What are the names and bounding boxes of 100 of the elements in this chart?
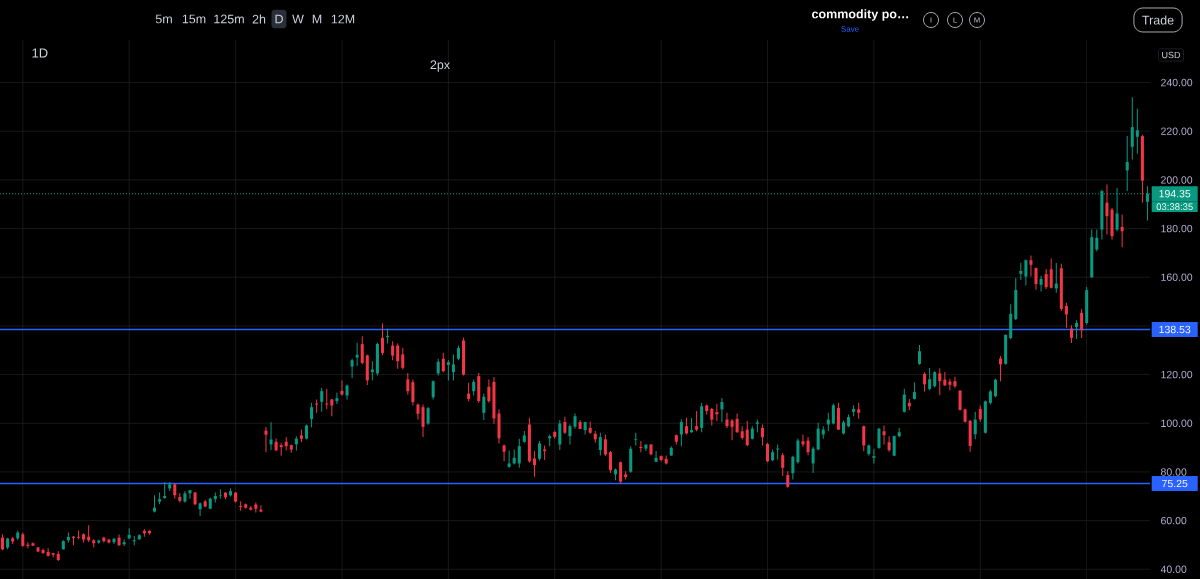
text: D: [275, 14, 283, 24]
candlestick: [735, 413, 739, 434]
candlestick: [507, 450, 511, 469]
candlestick: [117, 533, 121, 547]
candlestick: [380, 322, 385, 356]
candlestick: [1120, 213, 1124, 248]
ref-line-label: 138.53: [1159, 325, 1191, 334]
candlestick: [1130, 96, 1134, 160]
candlestick: [958, 389, 962, 412]
y-tick-label: 100.00: [1161, 419, 1193, 427]
candlestick: [917, 344, 922, 366]
candlestick: [112, 537, 116, 545]
candlestick: [264, 426, 268, 453]
text: Trade: [1142, 15, 1174, 25]
y-tick-label: 80.00: [1161, 468, 1187, 476]
candlestick: [396, 342, 400, 370]
text: 125m: [214, 14, 244, 24]
candlestick: [725, 412, 729, 429]
ref-line-label: 194.35: [1159, 189, 1191, 198]
ref-line-label: 75.25: [1162, 479, 1188, 488]
candlestick: [700, 402, 704, 433]
candlestick: [766, 442, 770, 463]
candlestick: [902, 388, 906, 414]
candlestick: [325, 388, 329, 410]
candlestick: [953, 376, 957, 389]
text: W: [292, 14, 304, 24]
y-tick-label: 40.00: [1160, 565, 1187, 573]
candlestick: [259, 504, 263, 513]
candlestick: [370, 360, 374, 381]
y-tick-label: 60.00: [1161, 516, 1187, 525]
text: 03:38:35: [1156, 203, 1193, 211]
candlestick: [730, 418, 734, 441]
candlestick: [882, 424, 886, 445]
candlestick: [776, 443, 780, 461]
candlestick: [532, 450, 536, 478]
y-tick-label: 160.00: [1161, 273, 1193, 281]
candlestick: [629, 445, 633, 474]
candlestick: [973, 411, 977, 440]
candlestick: [1049, 258, 1053, 289]
y-tick-label: 180.00: [1161, 224, 1193, 233]
candlestick: [517, 438, 521, 469]
candlestick: [1075, 319, 1079, 340]
candlestick: [411, 378, 415, 406]
candlestick: [948, 378, 952, 391]
candlestick: [502, 443, 506, 462]
candlestick: [441, 352, 445, 373]
candlestick: [679, 418, 683, 447]
candlestick: [598, 432, 602, 456]
candlestick: [482, 393, 486, 421]
candlestick: [188, 489, 192, 500]
candlestick: [781, 452, 785, 477]
candlestick: [1064, 302, 1068, 329]
candlestick: [836, 402, 840, 431]
candlestick: [1024, 258, 1028, 287]
candlestick: [993, 378, 998, 398]
candlestick: [320, 387, 324, 413]
candlestick: [355, 342, 359, 367]
candlestick: [816, 422, 820, 451]
candlestick: [603, 433, 607, 457]
candlestick: [608, 450, 612, 474]
text: 15m: [182, 14, 206, 24]
candlestick: [877, 427, 881, 450]
candlestick: [391, 340, 395, 361]
candlestick: [796, 438, 800, 464]
candlestick: [198, 502, 202, 517]
candlestick: [401, 347, 405, 370]
candlestick: [1080, 308, 1084, 339]
candlestick: [568, 423, 572, 445]
text: USD: [1162, 51, 1181, 59]
candlestick: [487, 378, 491, 404]
y-tick-label: 240.00: [1161, 78, 1193, 87]
candlestick: [122, 539, 126, 547]
text: M: [312, 14, 322, 24]
candlestick: [1095, 229, 1099, 252]
candlestick: [887, 435, 891, 453]
candlestick: [923, 371, 927, 392]
candlestick: [558, 419, 562, 451]
candlestick: [811, 446, 815, 474]
text: 2h: [252, 14, 266, 24]
candlestick: [801, 433, 805, 448]
y-tick-label: 200.00: [1161, 176, 1193, 184]
candlestick: [654, 450, 658, 463]
candlestick: [806, 436, 810, 456]
candlestick: [218, 488, 222, 500]
candlestick: [360, 335, 364, 365]
candlestick: [1029, 255, 1033, 278]
candlestick: [467, 382, 471, 402]
text: commodity po…: [812, 9, 909, 21]
text: 12M: [331, 14, 355, 24]
text: Save: [841, 26, 859, 32]
candlestick: [619, 460, 623, 485]
candlestick: [928, 367, 932, 391]
candlestick: [1125, 135, 1129, 192]
candlestick: [1044, 268, 1048, 290]
y-tick-label: 220.00: [1161, 127, 1193, 135]
candlestick: [350, 358, 354, 379]
candlestick: [239, 500, 243, 512]
candlestick: [862, 424, 866, 452]
candlestick: [451, 353, 455, 381]
text: 5m: [155, 14, 172, 24]
